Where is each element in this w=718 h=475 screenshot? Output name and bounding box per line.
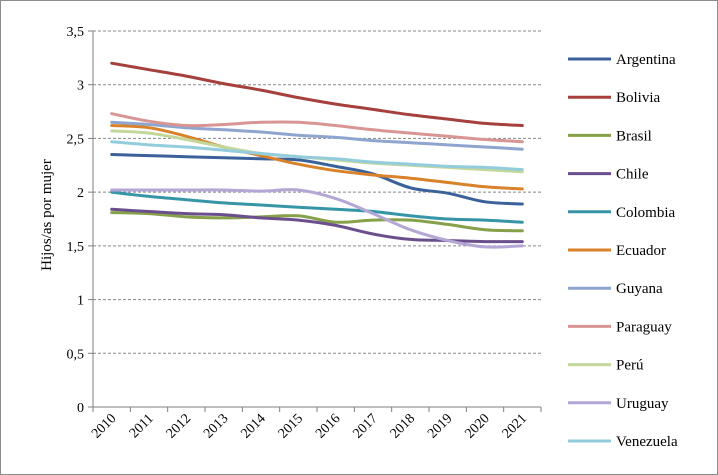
legend-item-uruguay: Uruguay [568,396,669,412]
legend-label: Colombia [616,205,676,221]
legend-label: Guyana [616,281,663,297]
legend: Argentina Bolivia Brasil Chile Colombia Ecuad… [568,52,678,450]
legend-label: Bolivia [616,90,661,106]
series-line-uruguay [110,188,524,249]
series-line-venezuela [110,140,524,172]
legend-item-peru: Perú [568,358,644,374]
y-tick-label: 1 [77,294,84,309]
y-tick-label: 0 [77,401,84,416]
series-line-bolivia [110,61,524,127]
legend-label: Uruguay [616,396,669,412]
legend-label: Perú [616,358,644,374]
legend-item-paraguay: Paraguay [568,319,672,335]
series-lines [110,61,524,249]
x-tick-labels: 2010 2011 2012 2013 2014 2015 2016 2017 2018 2019… [89,411,530,441]
x-tick-label: 2019 [425,411,455,441]
series-line-guyana [110,120,524,151]
axes [88,30,542,412]
x-tick-label: 2018 [388,411,418,441]
legend-label: Argentina [616,52,676,68]
legend-label: Brasil [616,128,652,144]
y-tick-label: 2,5 [67,132,85,147]
legend-item-brasil: Brasil [568,128,652,144]
x-tick-label: 2016 [313,411,343,441]
legend-label: Chile [616,167,649,183]
legend-item-bolivia: Bolivia [568,90,661,106]
x-tick-label: 2010 [89,411,119,441]
y-tick-label: 2 [77,186,84,201]
y-tick-label: 1,5 [67,240,85,255]
x-tick-label: 2014 [238,411,268,441]
x-tick-label: 2011 [127,411,157,441]
series-line-paraguay [110,112,524,144]
x-tick-label: 2013 [201,411,231,441]
x-tick-label: 2015 [276,411,306,441]
legend-item-guyana: Guyana [568,281,663,297]
y-axis-label: Hijos/as por mujer [39,159,55,271]
x-tick-label: 2020 [462,411,492,441]
legend-item-argentina: Argentina [568,52,676,68]
x-tick-label: 2012 [164,411,194,441]
y-tick-label: 3,5 [67,25,85,40]
y-tick-label: 3 [77,79,84,94]
x-tick-label: 2017 [350,411,380,441]
series-line-colombia [110,190,524,224]
legend-label: Ecuador [616,243,666,259]
series-line-argentina [110,153,524,206]
legend-item-venezuela: Venezuela [568,434,678,450]
series-line-ecuador [110,124,524,191]
series-line-brasil [110,211,524,233]
y-tick-labels: 0 0,5 1 1,5 2 2,5 3 3,5 [67,25,85,416]
legend-label: Paraguay [616,319,672,335]
legend-item-colombia: Colombia [568,205,676,221]
legend-item-ecuador: Ecuador [568,243,666,259]
y-tick-label: 0,5 [67,347,85,362]
x-tick-label: 2021 [500,411,530,441]
legend-label: Venezuela [616,434,678,450]
legend-item-chile: Chile [568,167,649,183]
